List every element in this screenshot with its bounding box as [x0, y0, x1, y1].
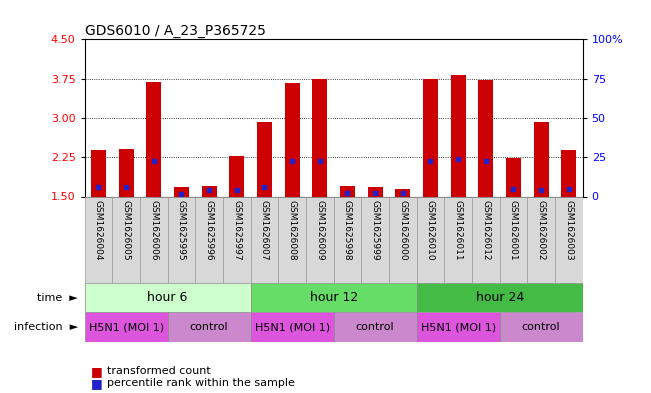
Text: GSM1625997: GSM1625997	[232, 200, 242, 261]
Bar	[500, 196, 527, 283]
Bar	[450, 75, 465, 196]
Text: GSM1626004: GSM1626004	[94, 200, 103, 261]
Text: hour 24: hour 24	[475, 291, 524, 304]
Text: control: control	[522, 322, 561, 332]
Text: H5N1 (MOI 1): H5N1 (MOI 1)	[421, 322, 495, 332]
Bar	[478, 80, 493, 196]
Text: transformed count: transformed count	[107, 366, 211, 376]
Bar	[417, 196, 444, 283]
Bar	[168, 312, 251, 342]
Bar	[500, 312, 583, 342]
Bar	[85, 283, 251, 312]
Text: H5N1 (MOI 1): H5N1 (MOI 1)	[89, 322, 163, 332]
Text: H5N1 (MOI 1): H5N1 (MOI 1)	[255, 322, 329, 332]
Bar	[85, 312, 168, 342]
Bar	[85, 196, 113, 283]
Bar	[389, 196, 417, 283]
Text: GSM1626003: GSM1626003	[564, 200, 574, 261]
Text: infection  ►: infection ►	[14, 322, 78, 332]
Bar	[195, 196, 223, 283]
Text: hour 12: hour 12	[309, 291, 358, 304]
Bar	[146, 82, 161, 196]
Bar	[395, 189, 410, 196]
Bar	[417, 283, 583, 312]
Bar	[229, 156, 244, 196]
Bar	[306, 196, 333, 283]
Text: GSM1626007: GSM1626007	[260, 200, 269, 261]
Text: GSM1625996: GSM1625996	[204, 200, 214, 261]
Text: GSM1625995: GSM1625995	[177, 200, 186, 261]
Text: GSM1625998: GSM1625998	[343, 200, 352, 261]
Text: control: control	[356, 322, 395, 332]
Bar	[506, 158, 521, 196]
Text: GSM1626008: GSM1626008	[288, 200, 297, 261]
Bar	[118, 149, 133, 196]
Bar	[140, 196, 168, 283]
Text: GSM1626001: GSM1626001	[509, 200, 518, 261]
Bar	[251, 312, 333, 342]
Text: ■: ■	[91, 376, 103, 390]
Bar	[223, 196, 251, 283]
Text: GSM1626005: GSM1626005	[122, 200, 131, 261]
Bar	[112, 196, 140, 283]
Bar	[444, 196, 472, 283]
Bar	[368, 187, 383, 196]
Bar	[251, 196, 279, 283]
Text: GSM1625999: GSM1625999	[370, 200, 380, 261]
Text: GSM1626010: GSM1626010	[426, 200, 435, 261]
Bar	[91, 151, 106, 196]
Bar	[202, 186, 217, 196]
Bar	[251, 283, 417, 312]
Bar	[417, 312, 500, 342]
Bar	[333, 196, 361, 283]
Bar	[312, 79, 327, 196]
Bar	[534, 122, 549, 196]
Bar	[423, 79, 438, 196]
Text: percentile rank within the sample: percentile rank within the sample	[107, 378, 296, 388]
Bar	[555, 196, 583, 283]
Text: GSM1626011: GSM1626011	[454, 200, 463, 261]
Text: hour 6: hour 6	[147, 291, 188, 304]
Bar	[472, 196, 500, 283]
Text: control: control	[190, 322, 229, 332]
Bar	[333, 312, 417, 342]
Text: GSM1626000: GSM1626000	[398, 200, 408, 261]
Bar	[168, 196, 195, 283]
Text: GDS6010 / A_23_P365725: GDS6010 / A_23_P365725	[85, 24, 266, 38]
Bar	[284, 83, 299, 196]
Bar	[257, 121, 272, 196]
Bar	[561, 151, 576, 196]
Text: GSM1626012: GSM1626012	[481, 200, 490, 261]
Text: GSM1626009: GSM1626009	[315, 200, 324, 261]
Text: GSM1626002: GSM1626002	[536, 200, 546, 261]
Bar	[174, 187, 189, 196]
Bar	[527, 196, 555, 283]
Bar	[340, 186, 355, 196]
Text: ■: ■	[91, 365, 103, 378]
Text: GSM1626006: GSM1626006	[149, 200, 158, 261]
Text: time  ►: time ►	[37, 293, 78, 303]
Bar	[279, 196, 306, 283]
Bar	[361, 196, 389, 283]
